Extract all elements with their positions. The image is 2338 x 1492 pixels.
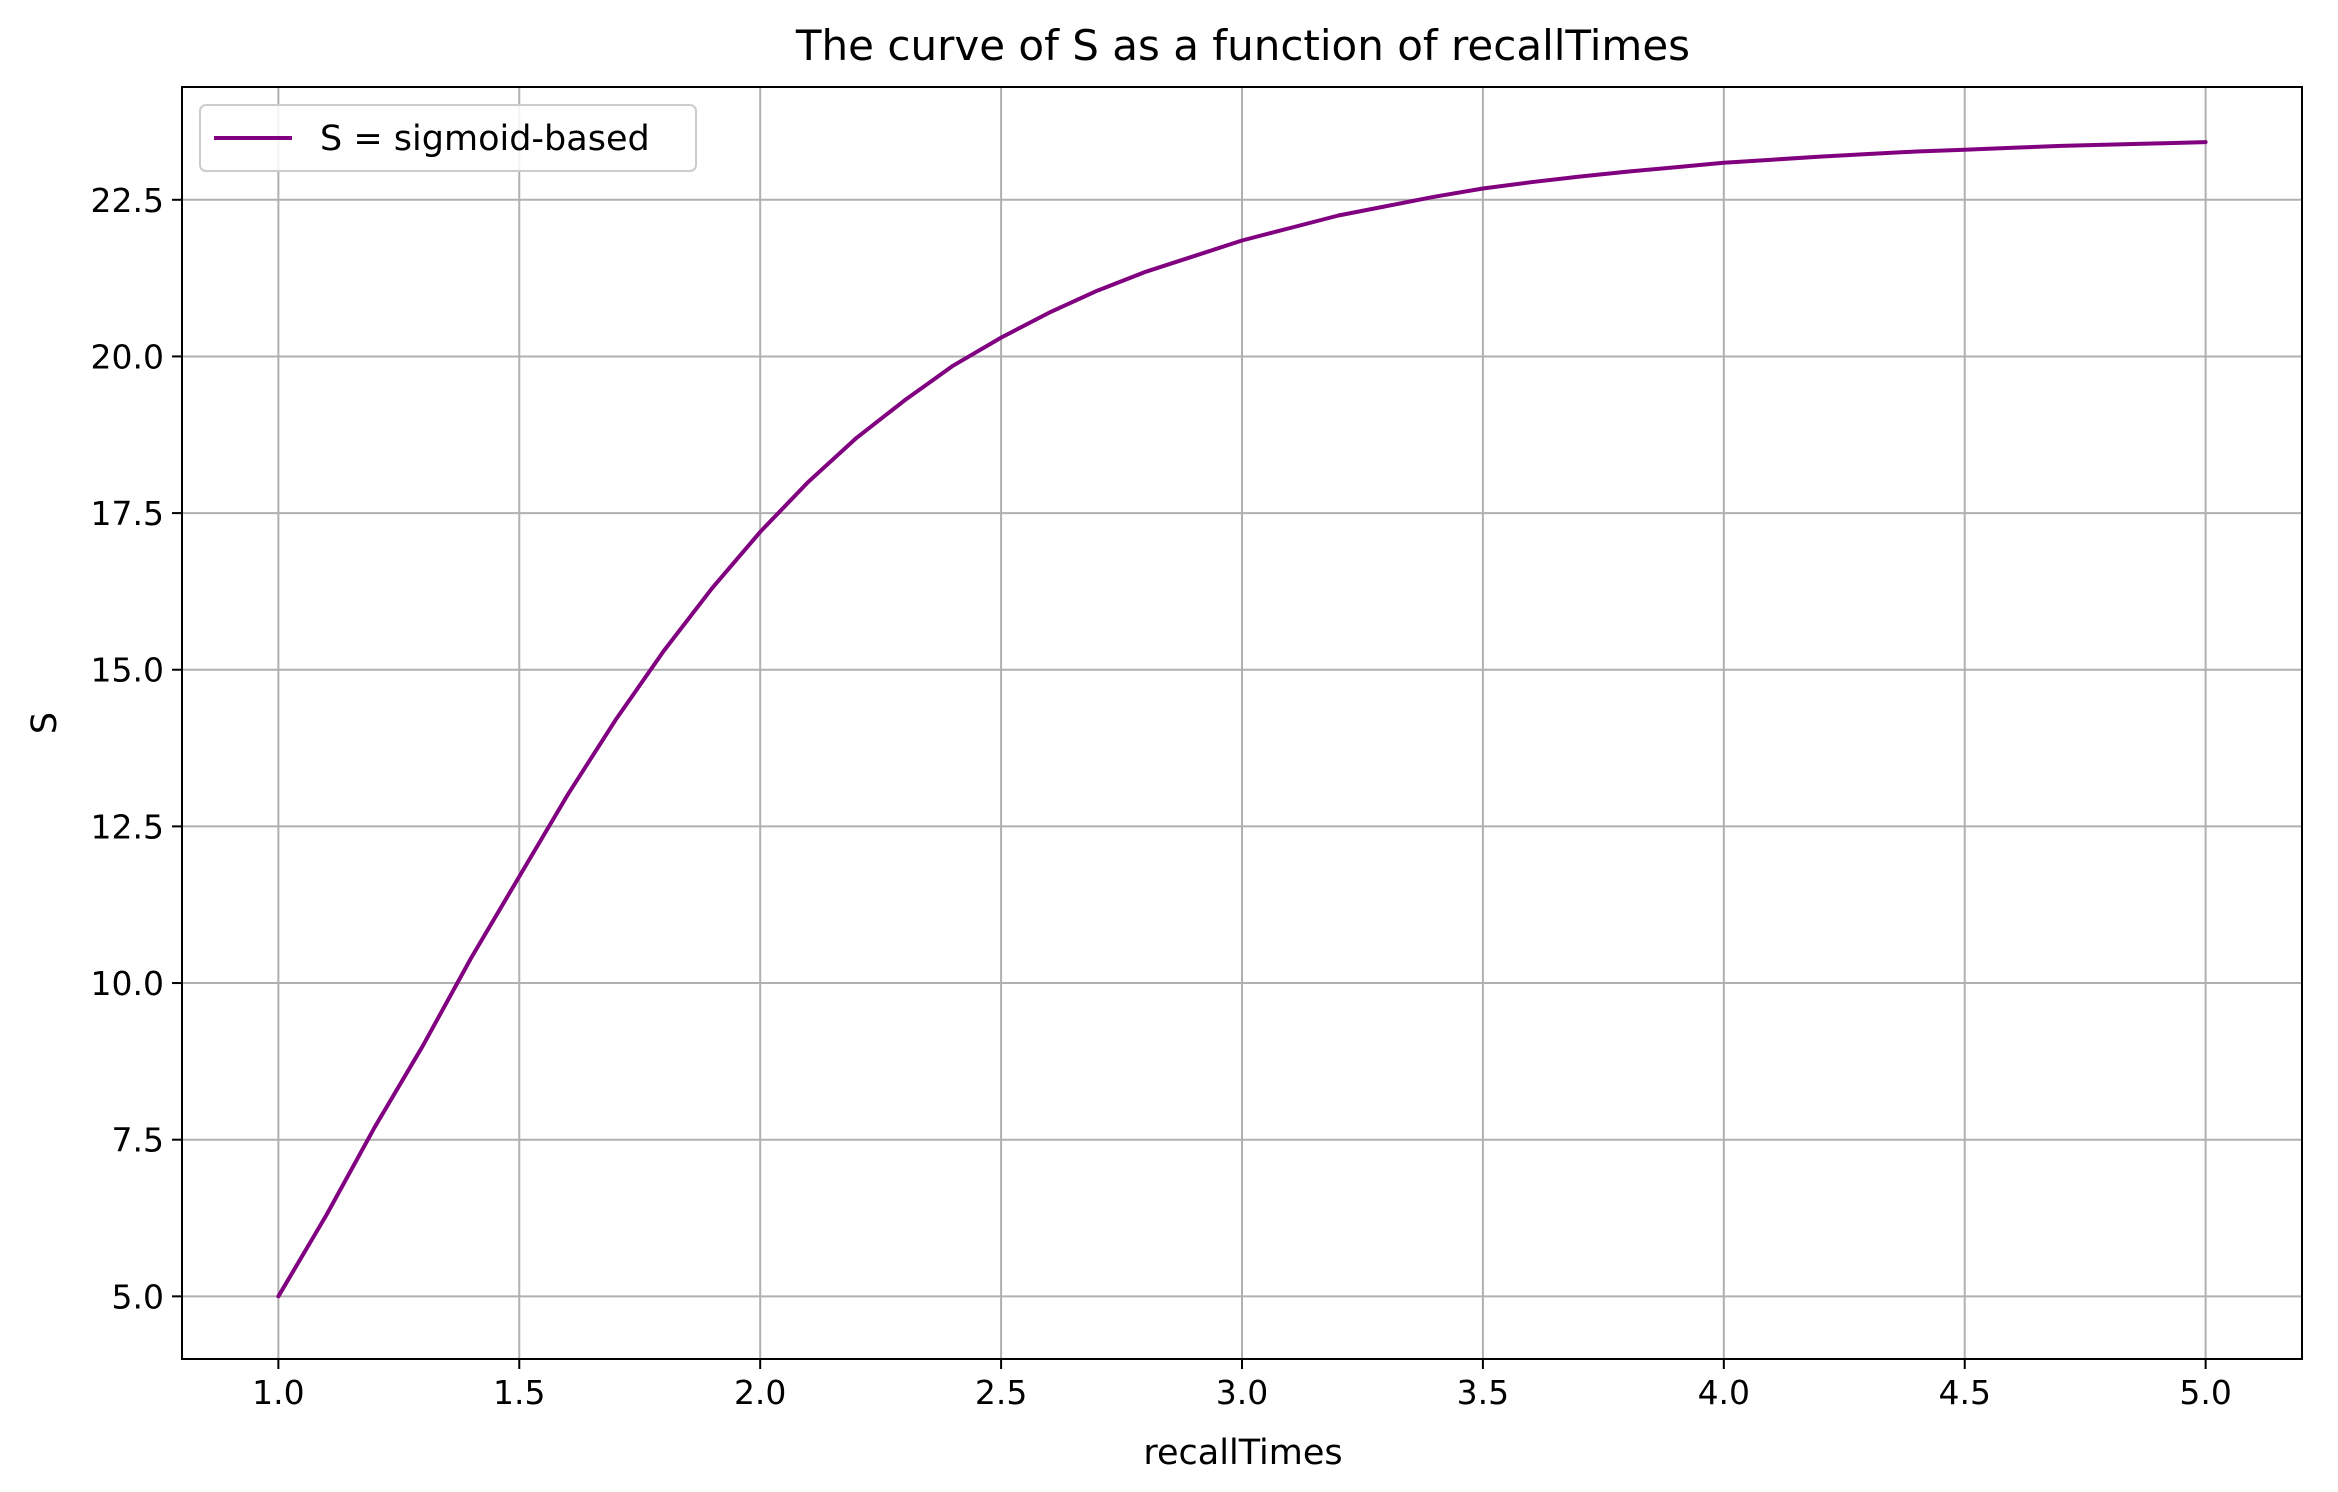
y-tick-label: 15.0 bbox=[91, 651, 164, 690]
series-layer bbox=[276, 140, 2208, 1299]
y-tick-label: 12.5 bbox=[91, 807, 164, 846]
legend-label: S = sigmoid-based bbox=[320, 119, 650, 159]
x-tick-label: 5.0 bbox=[2179, 1373, 2231, 1412]
plot-area bbox=[181, 86, 2303, 1360]
grid bbox=[182, 87, 2302, 1359]
x-tick-label: 3.5 bbox=[1457, 1373, 1509, 1412]
y-tick-label: 5.0 bbox=[112, 1277, 164, 1316]
y-tick-label: 20.0 bbox=[91, 337, 164, 376]
x-tick-label: 2.0 bbox=[734, 1373, 786, 1412]
y-tick-label: 17.5 bbox=[91, 494, 164, 533]
x-tick-label: 2.5 bbox=[975, 1373, 1027, 1412]
y-tick-label: 7.5 bbox=[112, 1121, 164, 1160]
x-tick-label: 1.5 bbox=[493, 1373, 545, 1412]
series-line bbox=[276, 140, 2208, 1299]
y-tick-label: 10.0 bbox=[91, 964, 164, 1003]
chart-title: The curve of S as a function of recallTi… bbox=[795, 21, 1690, 70]
x-axis-label: recallTimes bbox=[1143, 1433, 1342, 1473]
y-axis-ticks: 5.0 7.5 10.0 12.5 15.0 17.5 20.0 22.5 bbox=[91, 181, 182, 1316]
x-tick-label: 4.0 bbox=[1698, 1373, 1750, 1412]
x-axis-ticks: 1.0 1.5 2.0 2.5 3.0 3.5 4.0 4.5 5.0 bbox=[252, 1359, 2232, 1412]
y-tick-label: 22.5 bbox=[91, 181, 164, 220]
x-tick-label: 1.0 bbox=[252, 1373, 304, 1412]
legend-box bbox=[199, 104, 697, 172]
x-tick-label: 4.5 bbox=[1938, 1373, 1990, 1412]
y-axis-label: S bbox=[25, 712, 65, 734]
x-tick-label: 3.0 bbox=[1216, 1373, 1268, 1412]
legend: S = sigmoid-based bbox=[199, 104, 697, 172]
